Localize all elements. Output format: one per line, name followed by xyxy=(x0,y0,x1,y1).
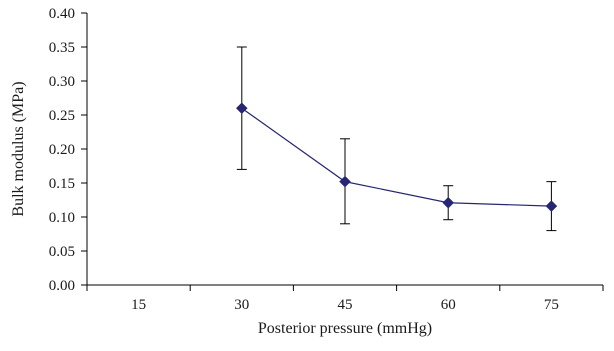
y-tick-label: 0.35 xyxy=(49,40,75,56)
y-tick-label: 0.20 xyxy=(49,142,75,158)
y-tick-label: 0.30 xyxy=(49,74,75,90)
x-tick-label: 60 xyxy=(441,297,456,313)
data-point-marker xyxy=(339,175,351,188)
x-axis-ticks: 15 30 45 60 75 xyxy=(86,285,604,313)
x-tick-label: 15 xyxy=(131,297,146,313)
series-line xyxy=(241,107,552,207)
series-lines xyxy=(241,107,552,207)
x-tick-label: 30 xyxy=(234,297,249,313)
x-tick-label: 75 xyxy=(544,297,559,313)
y-tick-label: 0.40 xyxy=(49,6,75,22)
y-tick-label: 0.15 xyxy=(49,176,75,192)
y-tick-label: 0.00 xyxy=(49,278,75,294)
y-tick-label: 0.05 xyxy=(49,244,75,260)
data-markers xyxy=(235,102,558,212)
y-axis-ticks: 0.00 0.05 0.10 0.15 0.20 0.25 0.30 0.35 0.40 xyxy=(49,6,87,294)
x-tick-label: 45 xyxy=(338,297,353,313)
data-point-marker xyxy=(545,200,558,212)
data-point-marker xyxy=(235,102,248,115)
y-tick-label: 0.10 xyxy=(49,210,75,226)
y-tick-label: 0.25 xyxy=(49,108,75,124)
x-axis-label: Posterior pressure (mmHg) xyxy=(258,320,432,337)
y-axis-label: Bulk modulus (MPa) xyxy=(10,81,27,216)
data-point-marker xyxy=(442,196,455,209)
